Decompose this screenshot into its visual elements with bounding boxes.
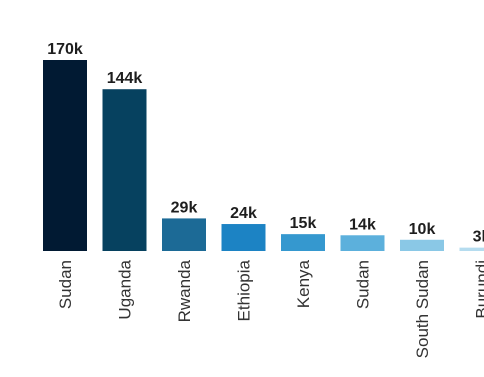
value-label-0: 170k [47, 41, 83, 58]
category-label-6: South Sudan [413, 260, 432, 358]
bar-1 [102, 89, 147, 251]
category-label-4: Kenya [294, 259, 313, 308]
category-label-5: Sudan [354, 260, 373, 309]
value-label-4: 15k [290, 215, 317, 232]
value-label-1: 144k [107, 70, 143, 87]
category-label-2: Rwanda [175, 259, 194, 322]
bar-5 [340, 235, 385, 251]
value-label-6: 10k [409, 221, 436, 238]
value-label-2: 29k [171, 199, 198, 216]
value-label-3: 24k [230, 205, 257, 222]
category-label-1: Uganda [116, 259, 135, 319]
bar-2 [162, 218, 206, 251]
category-label-3: Ethiopia [235, 259, 254, 321]
bar-7 [459, 247, 484, 251]
bar-0 [43, 60, 87, 251]
value-label-5: 14k [349, 216, 376, 233]
category-label-7: Burundi [473, 260, 484, 319]
bar-3 [221, 224, 266, 251]
category-label-0: Sudan [56, 260, 75, 309]
bar-6 [400, 239, 444, 251]
bar-4 [281, 234, 325, 251]
value-label-7: 3k [473, 229, 484, 246]
